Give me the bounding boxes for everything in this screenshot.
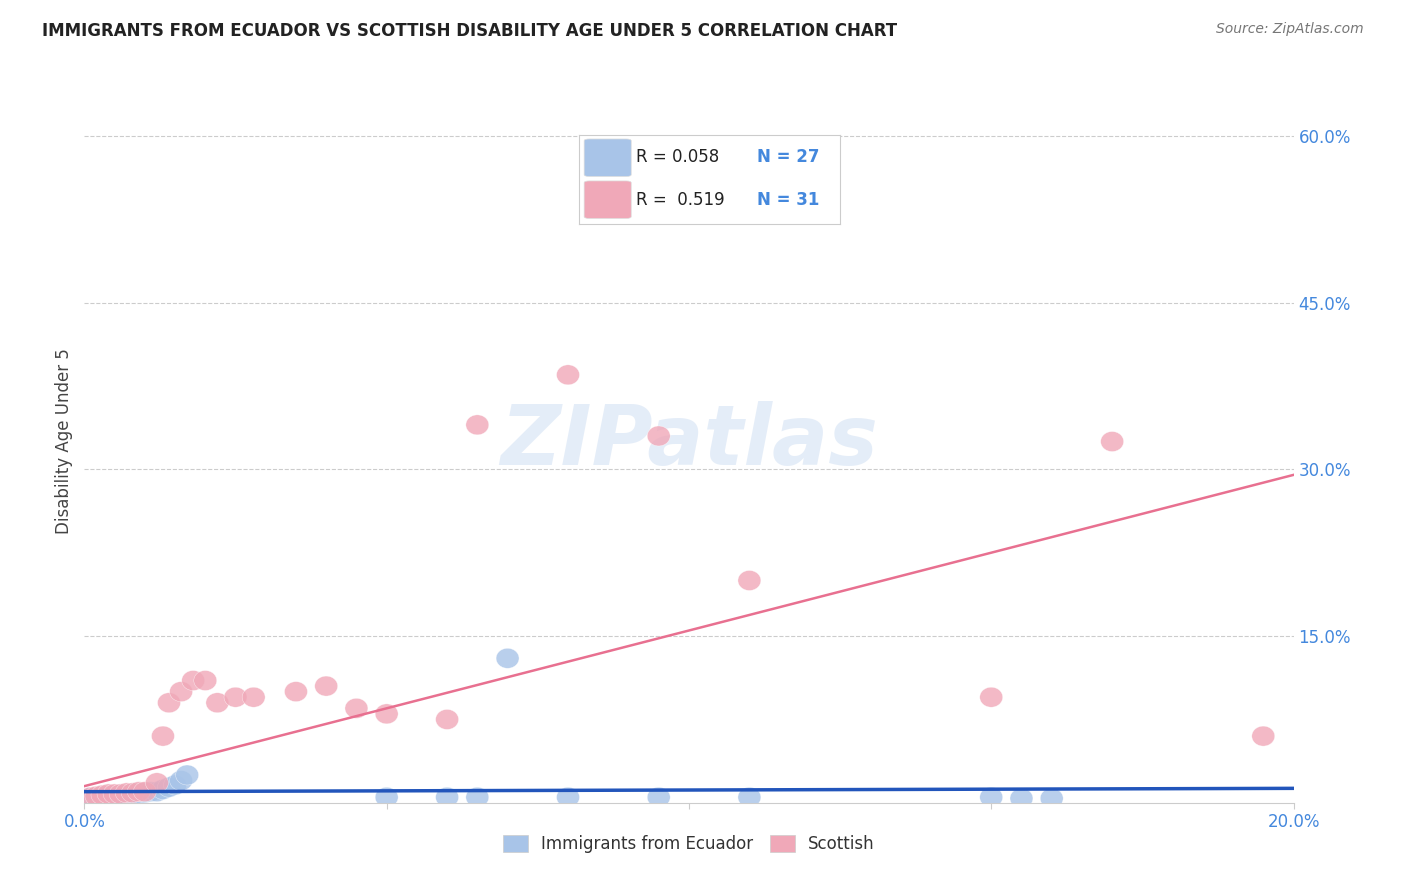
Text: IMMIGRANTS FROM ECUADOR VS SCOTTISH DISABILITY AGE UNDER 5 CORRELATION CHART: IMMIGRANTS FROM ECUADOR VS SCOTTISH DISA…: [42, 22, 897, 40]
Ellipse shape: [139, 781, 162, 802]
Ellipse shape: [1040, 789, 1063, 808]
Ellipse shape: [557, 365, 579, 384]
Ellipse shape: [121, 783, 145, 803]
FancyBboxPatch shape: [583, 139, 631, 177]
Ellipse shape: [194, 671, 217, 690]
Ellipse shape: [344, 698, 368, 718]
Ellipse shape: [170, 771, 193, 790]
Ellipse shape: [738, 571, 761, 591]
Ellipse shape: [980, 687, 1002, 707]
Ellipse shape: [557, 788, 579, 807]
Text: ZIPatlas: ZIPatlas: [501, 401, 877, 482]
Ellipse shape: [91, 785, 114, 805]
Ellipse shape: [242, 687, 266, 707]
Ellipse shape: [375, 704, 398, 724]
Ellipse shape: [1101, 432, 1123, 451]
Ellipse shape: [115, 785, 138, 805]
Ellipse shape: [103, 784, 127, 804]
Ellipse shape: [1251, 726, 1275, 746]
Ellipse shape: [115, 783, 138, 803]
Ellipse shape: [284, 681, 308, 702]
Ellipse shape: [465, 788, 489, 807]
Ellipse shape: [84, 788, 108, 807]
Ellipse shape: [176, 765, 198, 785]
Ellipse shape: [97, 786, 120, 806]
Ellipse shape: [91, 788, 114, 807]
Ellipse shape: [496, 648, 519, 668]
Text: R =  0.519: R = 0.519: [637, 191, 725, 209]
Ellipse shape: [134, 781, 156, 802]
Ellipse shape: [181, 671, 205, 690]
Ellipse shape: [110, 785, 132, 805]
Ellipse shape: [79, 788, 101, 807]
Ellipse shape: [205, 693, 229, 713]
Ellipse shape: [980, 788, 1002, 807]
Ellipse shape: [1010, 789, 1033, 808]
Ellipse shape: [145, 772, 169, 793]
Ellipse shape: [79, 788, 101, 807]
Ellipse shape: [436, 709, 458, 730]
Ellipse shape: [145, 781, 169, 802]
Ellipse shape: [128, 784, 150, 804]
Ellipse shape: [103, 786, 127, 806]
Ellipse shape: [134, 783, 156, 803]
Ellipse shape: [436, 788, 458, 807]
Y-axis label: Disability Age Under 5: Disability Age Under 5: [55, 349, 73, 534]
Ellipse shape: [375, 788, 398, 807]
Text: R = 0.058: R = 0.058: [637, 148, 720, 166]
Ellipse shape: [128, 781, 150, 802]
Ellipse shape: [152, 780, 174, 799]
Ellipse shape: [97, 784, 120, 804]
Text: N = 27: N = 27: [756, 148, 820, 166]
Ellipse shape: [110, 784, 132, 804]
Ellipse shape: [157, 777, 180, 797]
Ellipse shape: [84, 786, 108, 806]
Ellipse shape: [163, 775, 187, 795]
Legend: Immigrants from Ecuador, Scottish: Immigrants from Ecuador, Scottish: [496, 828, 882, 860]
Ellipse shape: [157, 693, 180, 713]
Ellipse shape: [465, 415, 489, 435]
Text: Source: ZipAtlas.com: Source: ZipAtlas.com: [1216, 22, 1364, 37]
Ellipse shape: [315, 676, 337, 696]
FancyBboxPatch shape: [583, 181, 631, 219]
Ellipse shape: [647, 788, 671, 807]
Ellipse shape: [224, 687, 247, 707]
Ellipse shape: [121, 784, 145, 804]
Ellipse shape: [738, 788, 761, 807]
Ellipse shape: [152, 726, 174, 746]
Ellipse shape: [647, 426, 671, 446]
Ellipse shape: [170, 681, 193, 702]
Text: N = 31: N = 31: [756, 191, 820, 209]
